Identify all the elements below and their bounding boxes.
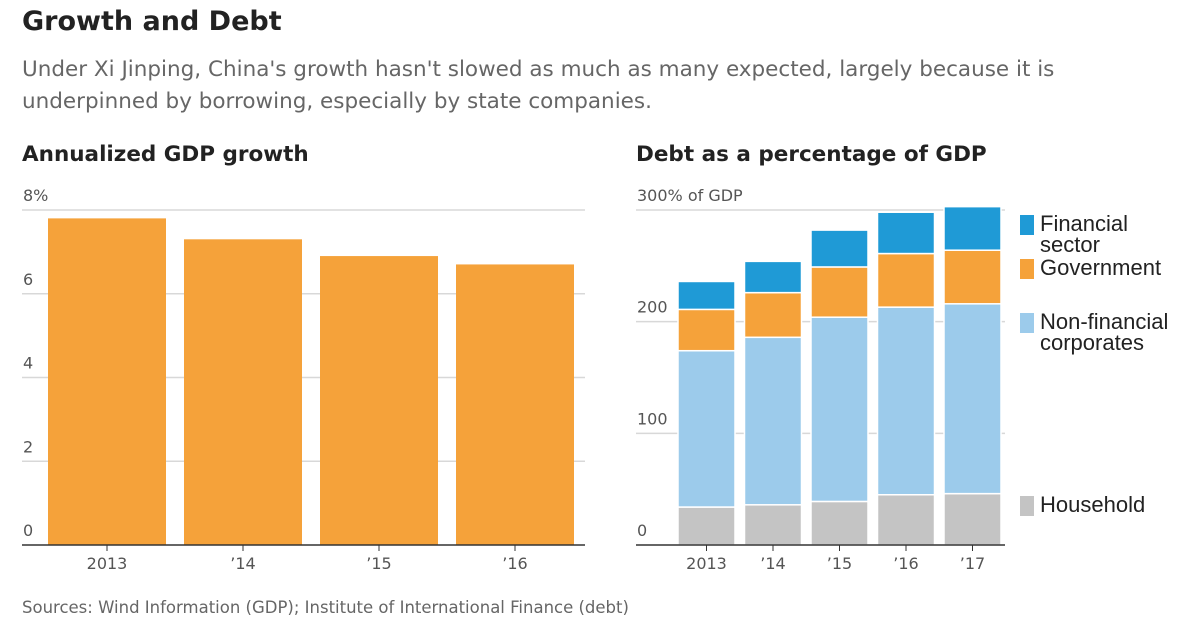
legend-swatch xyxy=(1020,313,1034,333)
gdp-x-tick-label: ’16 xyxy=(502,554,527,573)
gdp-y-tick-label: 6 xyxy=(23,270,33,289)
debt-bar-segment xyxy=(876,252,936,308)
legend-swatch xyxy=(1020,215,1034,235)
debt-bar-segment xyxy=(810,266,869,318)
debt-bar-segment xyxy=(876,306,936,496)
debt-bar-segment xyxy=(677,308,736,352)
debt-y-tick-label: 300% of GDP xyxy=(637,186,743,205)
legend-swatch xyxy=(1020,259,1034,279)
gdp-bar xyxy=(48,218,166,545)
source-note: Sources: Wind Information (GDP); Institu… xyxy=(22,598,629,617)
legend-label: corporates xyxy=(1040,330,1144,355)
gdp-bar xyxy=(184,239,302,545)
gdp-y-tick-label: 4 xyxy=(23,354,33,373)
gdp-x-tick-label: 2013 xyxy=(87,554,128,573)
debt-bar-segment xyxy=(810,316,869,503)
debt-y-tick-label: 200 xyxy=(637,298,668,317)
legend-label: sector xyxy=(1040,232,1100,257)
legend-label: Government xyxy=(1040,255,1161,280)
debt-chart-title: Debt as a percentage of GDP xyxy=(636,142,987,167)
debt-bar-segment xyxy=(743,291,803,339)
legend-label: Non-financial xyxy=(1040,309,1168,334)
debt-bar-segment xyxy=(876,494,936,546)
debt-bar-segment xyxy=(810,229,869,268)
legend-label: Financial xyxy=(1040,211,1128,236)
debt-x-tick-label: ’15 xyxy=(827,554,852,573)
debt-bar-segment xyxy=(943,205,1002,251)
gdp-x-tick-label: ’14 xyxy=(230,554,255,573)
gdp-bar xyxy=(320,256,438,545)
debt-y-tick-label: 0 xyxy=(637,521,647,540)
debt-x-tick-label: ’16 xyxy=(893,554,918,573)
gdp-y-tick-label: 2 xyxy=(23,437,33,456)
debt-bar-segment xyxy=(677,349,736,508)
debt-bar-segment xyxy=(743,336,803,506)
legend-label: Household xyxy=(1040,492,1145,517)
debt-bar-segment xyxy=(677,280,736,311)
debt-bar-segment xyxy=(743,260,803,294)
debt-bar-segment xyxy=(677,506,736,546)
legend-swatch xyxy=(1020,496,1034,516)
debt-bar-segment xyxy=(810,500,869,546)
gdp-bar xyxy=(456,264,574,545)
gdp-x-tick-label: ’15 xyxy=(366,554,391,573)
debt-y-tick-label: 100 xyxy=(637,409,668,428)
debt-bar-segment xyxy=(943,492,1002,546)
debt-bar-segment xyxy=(943,303,1002,495)
debt-bar-segment xyxy=(743,504,803,546)
debt-bar-segment xyxy=(943,249,1002,305)
debt-x-tick-label: 2013 xyxy=(686,554,727,573)
debt-x-tick-label: ’14 xyxy=(760,554,785,573)
debt-x-tick-label: ’17 xyxy=(960,554,985,573)
debt-bar-segment xyxy=(876,211,936,255)
gdp-y-tick-label: 0 xyxy=(23,521,33,540)
page-title: Growth and Debt xyxy=(22,6,282,37)
gdp-chart-title: Annualized GDP growth xyxy=(22,142,309,167)
gdp-y-tick-label: 8% xyxy=(23,186,48,205)
page-subtitle: Under Xi Jinping, China's growth hasn't … xyxy=(22,57,1055,114)
